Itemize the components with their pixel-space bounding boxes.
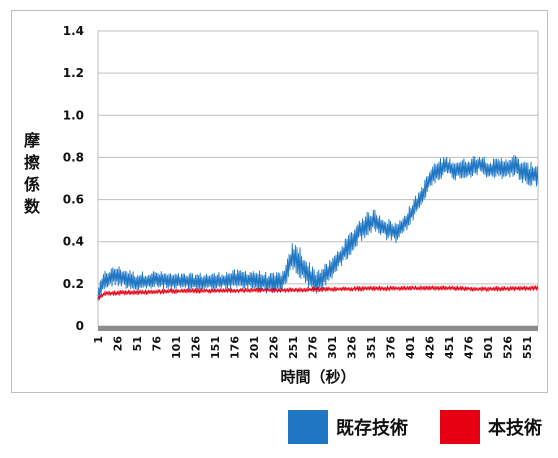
x-tick-label: 301: [326, 336, 339, 359]
series-line-1: [97, 285, 539, 301]
x-tick-label: 426: [424, 336, 437, 359]
legend-item-ours: 本技術: [440, 410, 542, 444]
x-tick-label: 51: [131, 336, 144, 351]
legend-label-ours: 本技術: [488, 418, 542, 439]
x-tick-label: 101: [170, 336, 183, 359]
x-tick-label: 276: [307, 336, 320, 359]
y-tick-label: 0.2: [63, 277, 84, 291]
x-tick-label: 151: [209, 336, 222, 359]
x-tick-label: 551: [521, 336, 534, 359]
legend-swatch-existing: [288, 410, 328, 444]
y-tick-label: 1.4: [63, 24, 84, 38]
y-tick-label: 1.2: [63, 66, 84, 80]
x-tick-label: 201: [248, 336, 261, 359]
x-tick-label: 226: [268, 336, 281, 359]
x-tick-label: 376: [385, 336, 398, 359]
x-axis-band: [98, 326, 538, 331]
x-tick-label: 26: [112, 336, 125, 352]
x-tick-label: 126: [190, 336, 203, 359]
legend-swatch-ours: [440, 410, 480, 444]
x-tick-label: 401: [404, 336, 417, 359]
x-tick-label: 501: [482, 336, 495, 359]
series-line-0: [97, 155, 539, 302]
x-tick-label: 326: [346, 336, 359, 359]
x-tick-label: 526: [502, 336, 515, 359]
y-tick-label: 0.8: [63, 150, 84, 164]
x-tick-label: 176: [229, 336, 242, 359]
x-tick-label: 476: [463, 336, 476, 359]
friction-chart: 00.20.40.60.81.01.21.41 26 51 76 101 126 151 17…: [24, 24, 539, 386]
x-tick-label: 251: [287, 336, 300, 359]
x-tick-label: 1: [92, 336, 105, 344]
x-axis-label: 時間（秒）: [280, 368, 355, 386]
legend-item-existing: 既存技術: [288, 410, 408, 444]
y-tick-label: 0: [76, 319, 84, 333]
y-tick-label: 0.6: [63, 193, 84, 207]
x-tick-label: 76: [151, 336, 164, 352]
y-tick-label: 0.4: [63, 235, 84, 249]
y-tick-label: 1.0: [63, 108, 84, 122]
chart-frame: 0 0.2 0.4 0.6 0.8 1.0 1.2 1.4 1 26 51 76 101 126 151 17…: [11, 10, 548, 393]
legend-label-existing: 既存技術: [336, 418, 408, 439]
x-tick-label: 351: [365, 336, 378, 359]
x-tick-label: 451: [443, 336, 456, 359]
y-axis-label: 摩擦係数: [24, 131, 41, 216]
